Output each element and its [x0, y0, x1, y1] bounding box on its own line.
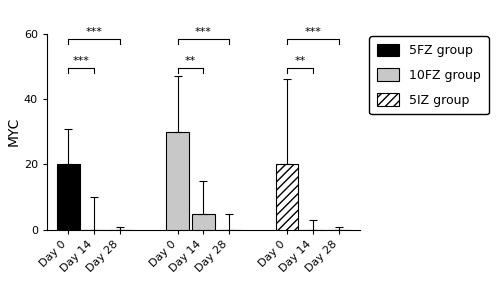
Text: ***: ***	[72, 56, 90, 66]
Legend: 5FZ group, 10FZ group, 5IZ group: 5FZ group, 10FZ group, 5IZ group	[370, 36, 488, 114]
Text: ***: ***	[195, 27, 212, 37]
Bar	[276, 164, 298, 230]
Bar	[192, 214, 215, 230]
Bar	[166, 132, 189, 230]
Y-axis label: MYC: MYC	[7, 117, 21, 146]
Text: **: **	[294, 56, 306, 66]
Text: ***: ***	[86, 27, 102, 37]
Text: ***: ***	[304, 27, 322, 37]
Text: **: **	[185, 56, 196, 66]
Bar	[57, 164, 80, 230]
